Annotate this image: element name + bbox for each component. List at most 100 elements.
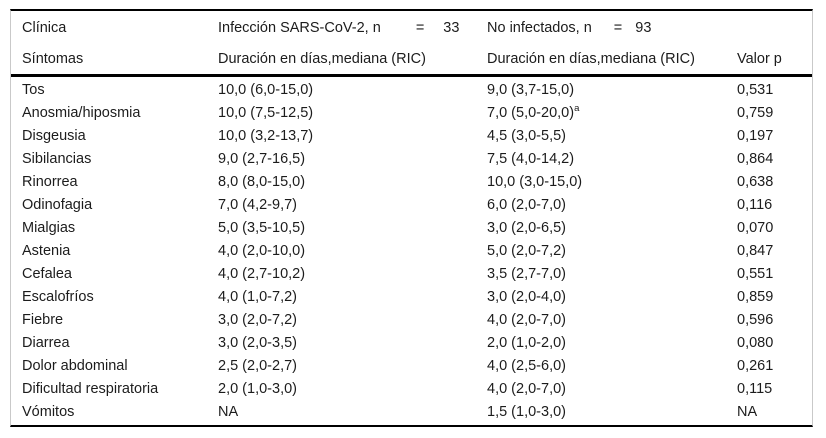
symptom-cell: Dolor abdominal	[22, 357, 128, 374]
table-body: Tos 10,0 (6,0-15,0) 9,0 (3,7-15,0) 0,531…	[11, 77, 812, 425]
table-row: Dolor abdominal 2,5 (2,0-2,7) 4,0 (2,5-6…	[11, 354, 812, 377]
pvalue-cell: 0,080	[737, 334, 774, 351]
header-sintomas: Síntomas	[22, 50, 84, 67]
symptom-duration-table: Clínica Infección SARS-CoV-2, n = 33 No in…	[10, 9, 813, 427]
table-row: Rinorrea 8,0 (8,0-15,0) 10,0 (3,0-15,0) …	[11, 170, 812, 193]
notinfected-duration-cell: 7,0 (5,0-20,0)a	[487, 102, 737, 121]
symptom-cell: Sibilancias	[22, 150, 92, 167]
pvalue-cell: 0,551	[737, 265, 774, 282]
pvalue-cell: 0,261	[737, 357, 774, 374]
symptom-cell: Fiebre	[22, 311, 64, 328]
table-row: Disgeusia 10,0 (3,2-13,7) 4,5 (3,0-5,5) …	[11, 124, 812, 147]
notinfected-duration-cell: 3,0 (2,0-6,5)	[487, 220, 737, 236]
notinfected-duration-value: 2,0 (1,0-2,0)	[487, 334, 566, 351]
notinfected-duration-value: 3,5 (2,7-7,0)	[487, 265, 566, 282]
symptom-cell: Astenia	[22, 242, 71, 259]
table-row: Mialgias 5,0 (3,5-10,5) 3,0 (2,0-6,5) 0,…	[11, 216, 812, 239]
infected-duration-cell: 4,0 (2,0-10,0)	[218, 242, 306, 259]
notinfected-duration-value: 4,0 (2,0-7,0)	[487, 311, 566, 328]
table-row: Vómitos NA 1,5 (1,0-3,0) NA	[11, 400, 812, 423]
infected-duration-cell: 10,0 (6,0-15,0)	[218, 81, 314, 98]
infected-duration-cell: NA	[218, 403, 239, 420]
notinfected-duration-cell: 4,5 (3,0-5,5)	[487, 128, 737, 144]
pvalue-cell: 0,638	[737, 173, 774, 190]
symptom-cell: Vómitos	[22, 403, 75, 420]
symptom-cell: Disgeusia	[22, 127, 86, 144]
notinfected-duration-cell: 5,0 (2,0-7,2)	[487, 243, 737, 259]
notinfected-duration-value: 4,5 (3,0-5,5)	[487, 127, 566, 144]
header-row-columns: Síntomas Duración en días,mediana (RIC) …	[11, 43, 812, 74]
notinfected-duration-value: 10,0 (3,0-15,0)	[487, 173, 583, 190]
infected-equals-sign: =	[415, 19, 425, 36]
pvalue-cell: 0,859	[737, 288, 774, 305]
table-row: Tos 10,0 (6,0-15,0) 9,0 (3,7-15,0) 0,531	[11, 78, 812, 101]
table-row: Odinofagia 7,0 (4,2-9,7) 6,0 (2,0-7,0) 0…	[11, 193, 812, 216]
pvalue-cell: 0,596	[737, 311, 774, 328]
infected-duration-cell: 8,0 (8,0-15,0)	[218, 173, 306, 190]
notinfected-duration-cell: 4,0 (2,5-6,0)	[487, 358, 737, 374]
symptom-cell: Odinofagia	[22, 196, 93, 213]
infected-duration-cell: 2,5 (2,0-2,7)	[218, 357, 297, 374]
notinfected-duration-cell: 3,0 (2,0-4,0)	[487, 289, 737, 305]
table-row: Dificultad respiratoria 2,0 (1,0-3,0) 4,…	[11, 377, 812, 400]
pvalue-cell: 0,197	[737, 127, 774, 144]
pvalue-cell: 0,864	[737, 150, 774, 167]
infected-duration-cell: 3,0 (2,0-3,5)	[218, 334, 297, 351]
notinfected-duration-cell: 10,0 (3,0-15,0)	[487, 174, 737, 190]
notinfected-duration-value: 4,0 (2,5-6,0)	[487, 357, 566, 374]
infected-duration-cell: 7,0 (4,2-9,7)	[218, 196, 297, 213]
table-row: Fiebre 3,0 (2,0-7,2) 4,0 (2,0-7,0) 0,596	[11, 308, 812, 331]
table-row: Escalofríos 4,0 (1,0-7,2) 3,0 (2,0-4,0) …	[11, 285, 812, 308]
infected-duration-cell: 4,0 (2,7-10,2)	[218, 265, 306, 282]
infected-duration-cell: 10,0 (3,2-13,7)	[218, 127, 314, 144]
header-valor-p: Valor p	[737, 50, 782, 67]
notinfected-duration-value: 9,0 (3,7-15,0)	[487, 81, 575, 98]
pvalue-cell: 0,070	[737, 219, 774, 236]
symptom-cell: Tos	[22, 81, 45, 98]
header-duration-infected: Duración en días,mediana (RIC)	[218, 50, 426, 67]
table-header: Clínica Infección SARS-CoV-2, n = 33 No in…	[11, 11, 812, 77]
notinfected-duration-cell: 2,0 (1,0-2,0)	[487, 335, 737, 351]
infected-duration-cell: 2,0 (1,0-3,0)	[218, 380, 297, 397]
table-row: Diarrea 3,0 (2,0-3,5) 2,0 (1,0-2,0) 0,08…	[11, 331, 812, 354]
table-row: Astenia 4,0 (2,0-10,0) 5,0 (2,0-7,2) 0,8…	[11, 239, 812, 262]
notinfected-duration-cell: 1,5 (1,0-3,0)	[487, 404, 737, 420]
symptom-cell: Anosmia/hiposmia	[22, 104, 141, 121]
notinfected-duration-value: 4,0 (2,0-7,0)	[487, 380, 566, 397]
infected-duration-cell: 9,0 (2,7-16,5)	[218, 150, 306, 167]
notinfected-duration-value: 6,0 (2,0-7,0)	[487, 196, 566, 213]
infected-duration-cell: 3,0 (2,0-7,2)	[218, 311, 297, 328]
notinfected-duration-cell: 4,0 (2,0-7,0)	[487, 312, 737, 328]
notinfected-n-count: 93	[635, 19, 652, 36]
notinfected-duration-value: 7,5 (4,0-14,2)	[487, 150, 575, 167]
notinfected-group-label: No infectados, n	[487, 19, 592, 36]
notinfected-duration-cell: 6,0 (2,0-7,0)	[487, 197, 737, 213]
symptom-cell: Dificultad respiratoria	[22, 380, 159, 397]
symptom-cell: Escalofríos	[22, 288, 94, 305]
header-duration-notinfected: Duración en días,mediana (RIC)	[487, 50, 695, 67]
symptom-cell: Mialgias	[22, 219, 76, 236]
pvalue-cell: 0,759	[737, 104, 774, 121]
pvalue-cell: 0,115	[737, 380, 773, 397]
table-row: Anosmia/hiposmia 10,0 (7,5-12,5) 7,0 (5,…	[11, 101, 812, 124]
infected-n-count: 33	[443, 19, 460, 36]
header-notinfected-group: No infectados, n = 93	[487, 20, 737, 36]
notinfected-duration-cell: 4,0 (2,0-7,0)	[487, 381, 737, 397]
notinfected-duration-cell: 9,0 (3,7-15,0)	[487, 82, 737, 98]
infected-duration-cell: 5,0 (3,5-10,5)	[218, 219, 306, 236]
notinfected-duration-value: 7,0 (5,0-20,0)	[487, 104, 575, 121]
table-row: Cefalea 4,0 (2,7-10,2) 3,5 (2,7-7,0) 0,5…	[11, 262, 812, 285]
symptom-cell: Diarrea	[22, 334, 70, 351]
infected-group-label: Infección SARS-CoV-2, n	[218, 19, 381, 36]
table-row: Sibilancias 9,0 (2,7-16,5) 7,5 (4,0-14,2…	[11, 147, 812, 170]
notinfected-duration-cell: 3,5 (2,7-7,0)	[487, 266, 737, 282]
notinfected-duration-value: 3,0 (2,0-6,5)	[487, 219, 566, 236]
symptom-cell: Rinorrea	[22, 173, 78, 190]
infected-duration-cell: 4,0 (1,0-7,2)	[218, 288, 297, 305]
notinfected-equals-sign: =	[613, 19, 623, 36]
pvalue-cell: 0,531	[737, 81, 774, 98]
header-infected-group: Infección SARS-CoV-2, n = 33	[218, 20, 487, 36]
footnote-marker: a	[574, 102, 580, 114]
header-clinica: Clínica	[22, 19, 67, 36]
notinfected-duration-cell: 7,5 (4,0-14,2)	[487, 151, 737, 167]
